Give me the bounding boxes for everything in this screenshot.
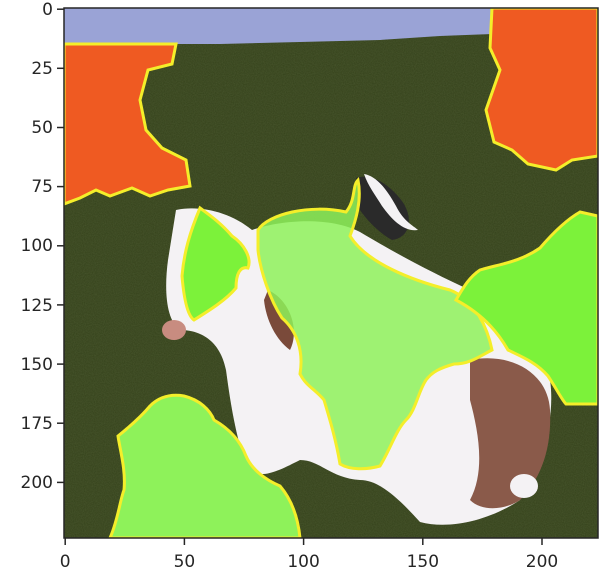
y-tick-label: 175: [21, 414, 53, 434]
animal-head-white: [364, 174, 418, 231]
x-tick-label: 0: [60, 552, 71, 572]
y-tick-label: 50: [31, 118, 53, 138]
y-tick-label: 200: [21, 473, 53, 493]
x-axis: 0 50 100 150 200: [60, 538, 558, 572]
axes-frame: [63, 7, 599, 539]
y-tick-label: 75: [31, 177, 53, 197]
animal-muzzle: [162, 320, 186, 340]
x-tick-label: 50: [174, 552, 196, 572]
sky-segment: [64, 8, 492, 44]
animal-head-dark: [356, 176, 409, 240]
x-tick-label: 200: [526, 552, 558, 572]
image-panel: [64, 8, 598, 538]
animal-hoof: [510, 474, 538, 498]
x-tick-label: 100: [287, 552, 319, 572]
orange-segment-right: [484, 8, 598, 172]
y-tick-label: 150: [21, 355, 53, 375]
y-tick-label: 25: [31, 59, 53, 79]
lime-segment-face: [180, 205, 251, 322]
animal-brown-patch: [264, 290, 294, 350]
y-tick-label: 125: [21, 296, 53, 316]
y-tick-label: 0: [42, 0, 53, 20]
orange-segment-left: [64, 42, 192, 206]
animal-brown-patch: [470, 358, 551, 509]
y-axis: 0 25 50 75 100 125 150 175 200: [21, 0, 64, 493]
lime-segment-right: [453, 210, 598, 406]
lime-segment-center: [256, 176, 494, 471]
y-tick-label: 100: [21, 236, 53, 256]
lime-segment-bottom-left: [108, 393, 302, 538]
x-tick-label: 150: [407, 552, 439, 572]
